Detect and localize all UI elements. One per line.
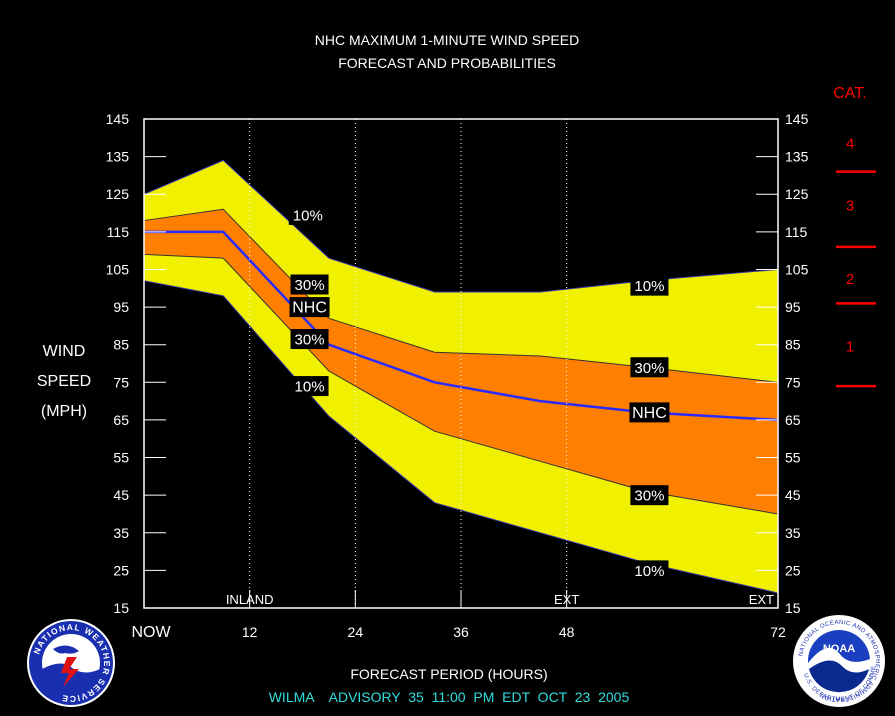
annotation-label: 10%: [293, 207, 323, 224]
y-tick-label-right: 75: [785, 374, 801, 390]
y-tick-label-left: 85: [113, 337, 129, 353]
annotation-label: 30%: [295, 332, 325, 349]
period-marker-label: EXT: [554, 592, 579, 607]
lightning-icon: [61, 657, 79, 687]
x-tick-label: 72: [770, 624, 786, 640]
annotation-label-box: [290, 376, 329, 397]
period-marker-label: EXT: [749, 592, 774, 607]
y-tick-label-right: 115: [785, 224, 808, 240]
y-tick-label-right: 145: [785, 111, 809, 127]
band-30-percent: [144, 209, 778, 514]
x-tick-label: 24: [348, 624, 364, 640]
x-axis-label: FORECAST PERIOD (HOURS): [350, 666, 547, 682]
y-tick-label-right: 65: [785, 412, 801, 428]
y-tick-label-right: 55: [785, 450, 801, 466]
y-tick-label-right: 135: [785, 149, 809, 165]
y-tick-label-right: 85: [785, 337, 801, 353]
annotation-label-box: [629, 402, 670, 423]
category-label: 2: [846, 271, 854, 288]
y-tick-label-right: 125: [785, 186, 809, 202]
y-tick-label-right: 105: [785, 261, 809, 277]
annotation-label-box: [630, 275, 669, 296]
advisory-footer: WILMA ADVISORY 35 11:00 PM EDT OCT 23 20…: [269, 689, 630, 705]
x-tick-label: 36: [453, 624, 469, 640]
y-tick-label-left: 25: [113, 562, 129, 578]
y-tick-label-right: 35: [785, 525, 801, 541]
y-axis-label-line: WIND: [43, 343, 86, 360]
annotation-label-box: [288, 204, 327, 225]
chart-subtitle: FORECAST AND PROBABILITIES: [338, 55, 556, 71]
svg-text:NOAA: NOAA: [823, 643, 855, 655]
y-tick-label-left: 55: [113, 450, 129, 466]
annotation-label-box: [289, 297, 330, 318]
y-tick-label-left: 95: [113, 299, 129, 315]
y-tick-label-left: 135: [106, 149, 130, 165]
y-tick-label-left: 105: [106, 261, 130, 277]
category-label: 4: [846, 135, 854, 152]
category-label: 3: [846, 198, 854, 215]
y-tick-label-left: 15: [113, 600, 129, 616]
y-tick-label-right: 45: [785, 487, 801, 503]
annotation-label: 30%: [295, 277, 325, 294]
y-tick-label-left: 145: [106, 111, 130, 127]
x-tick-label: NOW: [131, 624, 171, 641]
annotation-label-box: [290, 329, 329, 350]
y-axis-label: WIND SPEED (MPH): [37, 343, 91, 420]
x-tick-label: 48: [559, 624, 575, 640]
annotation-label: NHC: [292, 300, 327, 317]
y-axis-label-line: SPEED: [37, 373, 91, 390]
nws-logo: NATIONAL WEATHER SERVICE: [27, 619, 115, 707]
y-tick-label-left: 125: [106, 186, 130, 202]
chart-title: NHC MAXIMUM 1-MINUTE WIND SPEED: [315, 32, 579, 48]
annotation-label: 10%: [634, 278, 664, 295]
annotation-label-box: [630, 560, 669, 581]
annotation-label-box: [630, 485, 669, 506]
x-tick-label: 12: [242, 624, 258, 640]
annotation-label: 10%: [634, 563, 664, 580]
y-axis-label-line: (MPH): [41, 403, 87, 420]
y-tick-label-left: 35: [113, 525, 129, 541]
y-tick-label-right: 25: [785, 562, 801, 578]
annotation-label-box: [290, 274, 329, 295]
category-label: 1: [846, 339, 854, 356]
noaa-logo: NOAA NATIONAL OCEANIC AND ATMOSPHERIC AD…: [793, 615, 885, 707]
annotation-label: NHC: [632, 405, 667, 422]
y-tick-label-left: 45: [113, 487, 129, 503]
y-tick-label-right: 15: [785, 600, 801, 616]
annotation-label: 10%: [295, 379, 325, 396]
category-header: CAT.: [833, 85, 866, 102]
annotation-label: 30%: [634, 360, 664, 377]
y-tick-label-left: 115: [107, 224, 130, 240]
annotation-label: 30%: [634, 488, 664, 505]
period-marker-label: INLAND: [226, 592, 274, 607]
y-tick-label-left: 75: [113, 374, 129, 390]
annotation-label-box: [630, 357, 669, 378]
plot-area: 15 15 25 25 35 35 45 45 55 55 65 65 75 75 85 85 95 95 105 1…: [106, 85, 876, 641]
y-tick-label-right: 95: [785, 299, 801, 315]
y-tick-label-left: 65: [113, 412, 129, 428]
